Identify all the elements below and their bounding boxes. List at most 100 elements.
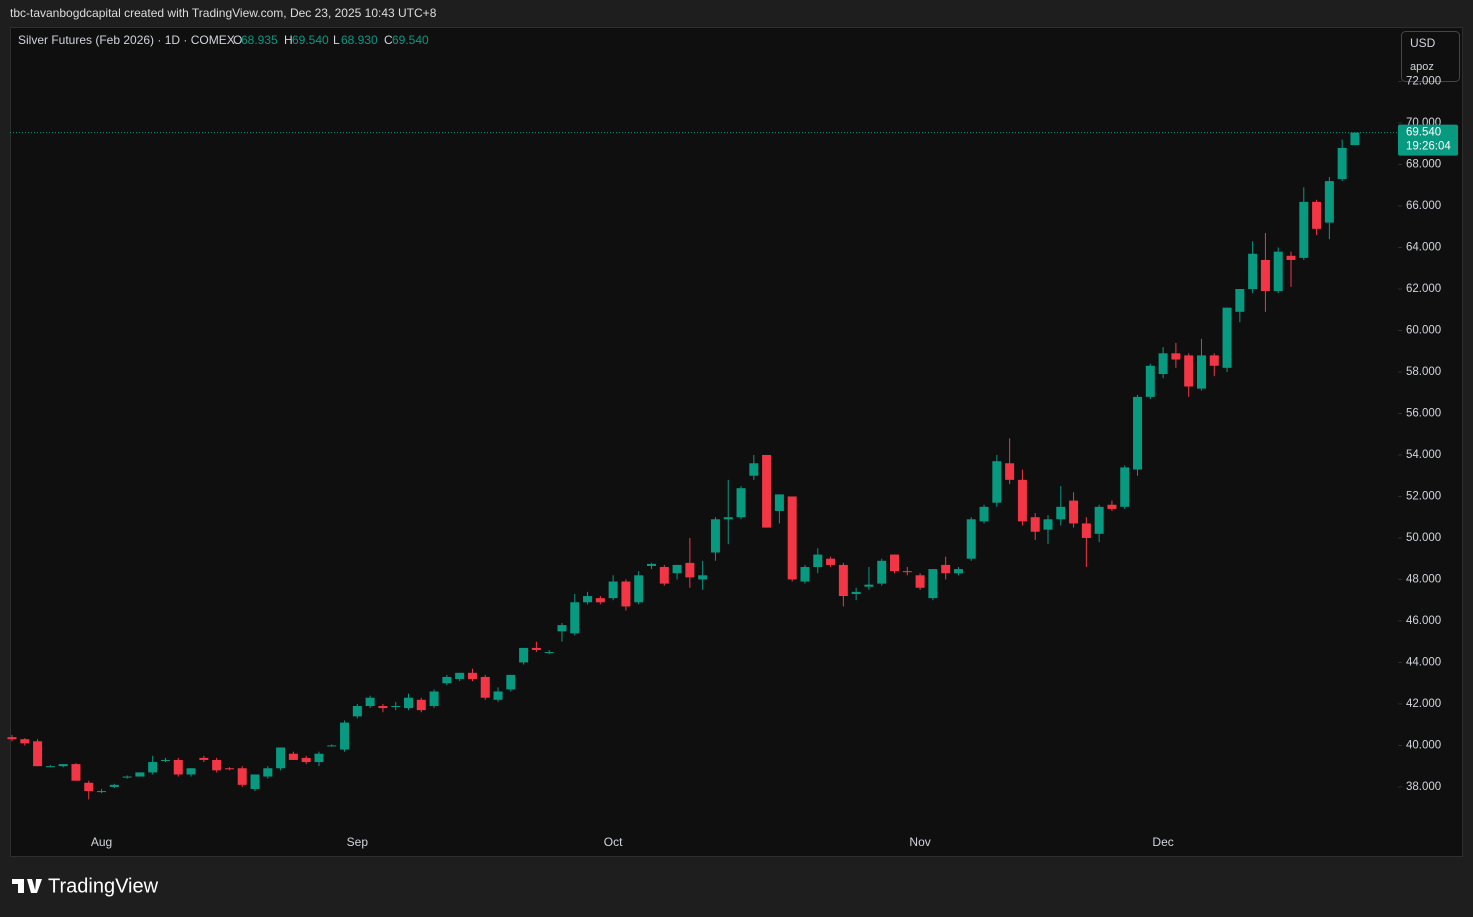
y-tick-label: 38.000 xyxy=(1406,781,1441,793)
candle-body xyxy=(1337,147,1347,180)
logo-mark xyxy=(12,879,42,893)
candle-body xyxy=(838,564,848,597)
candle-body xyxy=(97,791,107,793)
candle-body xyxy=(813,554,823,568)
legend-key: L xyxy=(333,33,340,47)
y-tick-label: 40.000 xyxy=(1406,739,1441,751)
candle-body xyxy=(506,674,516,690)
legend-key: H xyxy=(284,33,293,47)
legend-key: C xyxy=(384,33,393,47)
legend-value: 69.540 xyxy=(292,33,329,47)
candle-body xyxy=(378,706,388,709)
y-tick-label: 64.000 xyxy=(1406,242,1441,254)
candle-body xyxy=(391,706,401,708)
candle-body xyxy=(762,454,772,528)
candle-body xyxy=(1107,504,1117,509)
candle-body xyxy=(33,741,43,767)
candle-body xyxy=(199,757,209,760)
y-tick-label: 52.000 xyxy=(1406,490,1441,502)
candle-body xyxy=(1081,523,1091,538)
candle-body xyxy=(1005,463,1015,480)
candle-body xyxy=(608,581,618,599)
candle-body xyxy=(442,676,452,684)
candle-body xyxy=(941,564,951,574)
candle-body xyxy=(340,722,350,750)
candle-body xyxy=(1312,201,1322,229)
candle-body xyxy=(301,757,311,763)
candle-body xyxy=(570,602,580,634)
countdown: 19:26:04 xyxy=(1406,141,1451,153)
candle-body xyxy=(160,759,170,761)
x-tick-label: Oct xyxy=(604,835,623,849)
candle-body xyxy=(109,784,119,787)
legend-value: 68.930 xyxy=(341,33,378,47)
candle-body xyxy=(403,697,413,709)
candle-body xyxy=(890,554,900,572)
y-tick-label: 68.000 xyxy=(1406,159,1441,171)
candle-body xyxy=(1043,519,1053,530)
candle-body xyxy=(621,581,631,607)
candle-body xyxy=(1260,259,1270,292)
y-tick-label: 60.000 xyxy=(1406,325,1441,337)
candle-body xyxy=(237,768,247,785)
candle-body xyxy=(698,575,708,580)
candle-body xyxy=(672,564,682,574)
candle-body xyxy=(1120,467,1130,507)
candle-body xyxy=(966,519,976,559)
candle-body xyxy=(1030,517,1040,532)
legend-key: O xyxy=(233,33,242,47)
candle-body xyxy=(84,782,94,792)
x-tick-label: Dec xyxy=(1152,835,1173,849)
y-tick-label: 72.000 xyxy=(1406,76,1441,88)
candle-body xyxy=(263,768,273,777)
x-tick-label: Sep xyxy=(347,835,369,849)
candle-body xyxy=(557,625,567,632)
candle-body xyxy=(1158,353,1168,375)
legend-value: 68.935 xyxy=(241,33,278,47)
candle-body xyxy=(851,591,861,594)
candle-body xyxy=(1017,479,1027,522)
y-tick-label: 48.000 xyxy=(1406,573,1441,585)
last-price-label: 69.540 xyxy=(1406,127,1441,139)
candle-body xyxy=(148,762,158,773)
candle-body xyxy=(1222,307,1232,368)
candle-body xyxy=(1350,132,1360,146)
y-tick-label: 44.000 xyxy=(1406,656,1441,668)
candle-body xyxy=(1196,355,1206,389)
candle-body xyxy=(58,764,68,767)
candle-body xyxy=(992,461,1002,503)
plot xyxy=(7,132,1360,800)
brand: TradingView xyxy=(48,875,159,897)
candle-body xyxy=(531,647,541,650)
candle-body xyxy=(212,759,222,771)
candle-body xyxy=(800,567,810,582)
candle-body xyxy=(1248,253,1258,289)
x-tick-label: Nov xyxy=(909,835,930,849)
currency-box[interactable] xyxy=(1401,31,1460,82)
candle-body xyxy=(467,672,477,680)
candle-body xyxy=(45,766,55,768)
candle-body xyxy=(1133,396,1143,470)
candle-body xyxy=(928,569,938,599)
candle-body xyxy=(749,463,759,476)
y-tick-label: 56.000 xyxy=(1406,408,1441,420)
candle-body xyxy=(1171,353,1181,360)
x-tick-label: Aug xyxy=(91,835,112,849)
candle-body xyxy=(493,691,503,700)
candle-body xyxy=(314,753,324,763)
candle-body xyxy=(864,584,874,587)
candle-body xyxy=(787,496,797,580)
candle-body xyxy=(1324,181,1334,223)
candle-body xyxy=(736,488,746,518)
logo: TradingView xyxy=(12,875,159,897)
candle-body xyxy=(544,652,554,654)
candle-body xyxy=(1145,365,1155,397)
candle-body xyxy=(953,569,963,574)
candle-body xyxy=(480,676,490,698)
candle-body xyxy=(710,519,720,553)
candle-body xyxy=(455,672,465,680)
y-tick-label: 54.000 xyxy=(1406,449,1441,461)
candle-body xyxy=(1286,255,1296,260)
candle-body xyxy=(416,699,426,711)
